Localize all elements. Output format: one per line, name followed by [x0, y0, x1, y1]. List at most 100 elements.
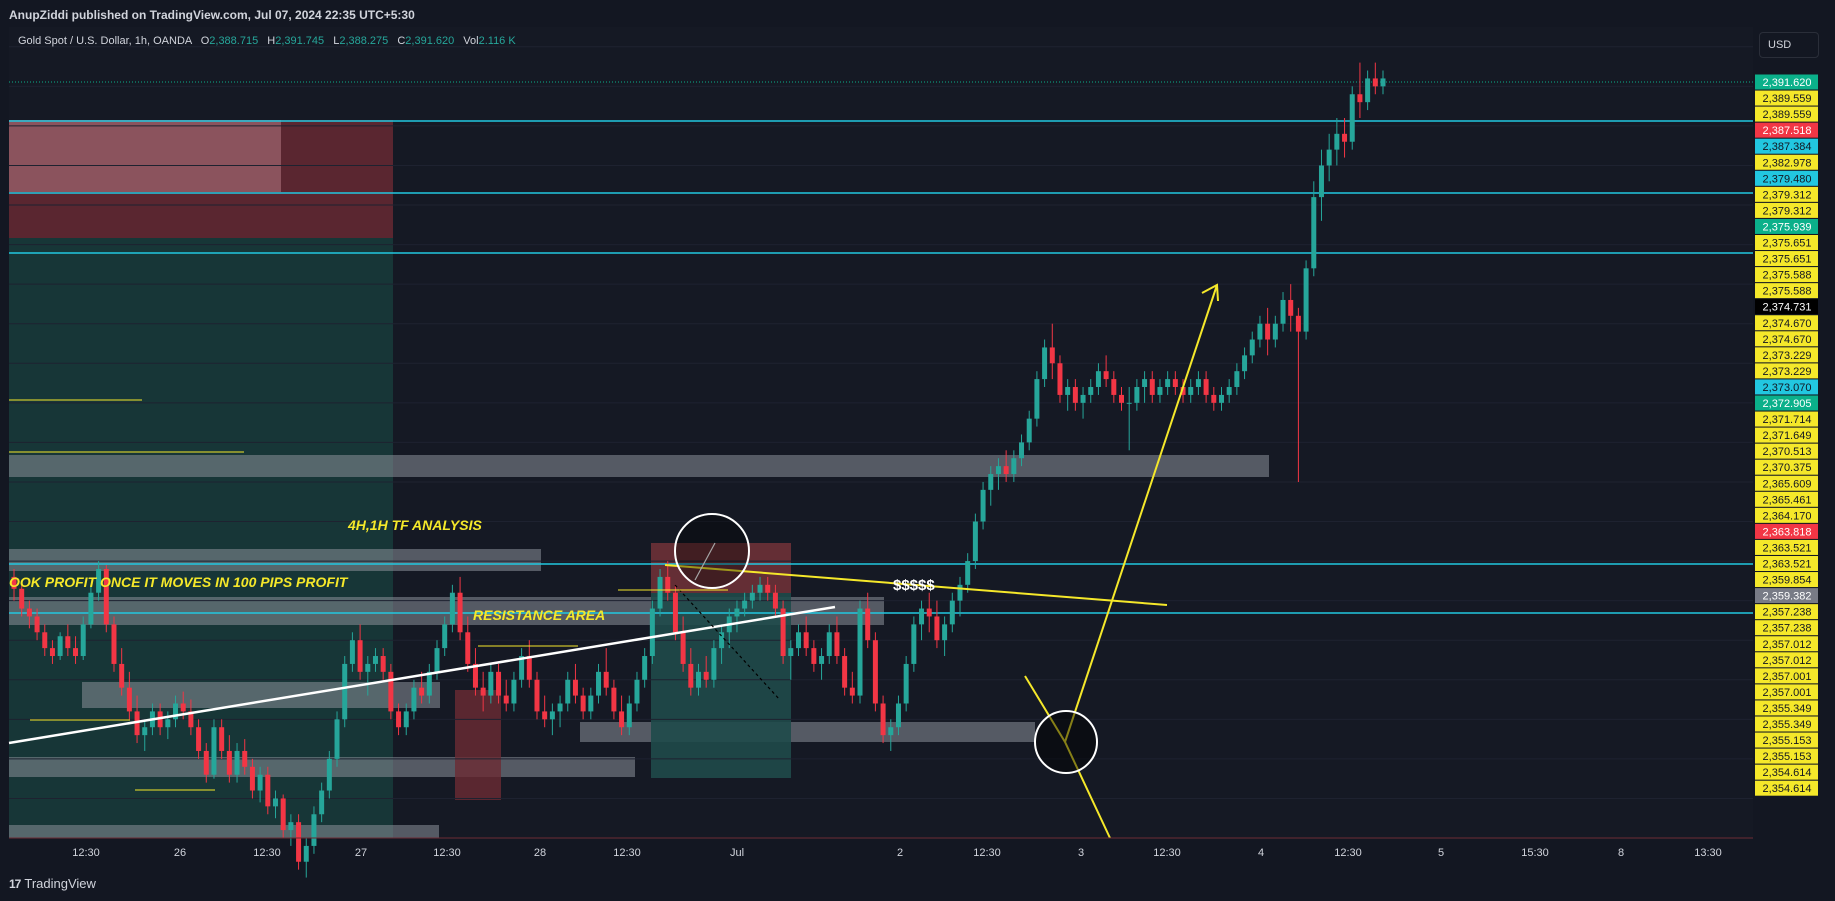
price-label-box: [1755, 716, 1818, 732]
candle-body: [934, 616, 940, 641]
candle-body: [911, 624, 917, 664]
price-label-box: [1755, 90, 1818, 106]
candle-body: [903, 663, 909, 704]
candle-body: [272, 798, 278, 807]
time-tick-label: 12:30: [1153, 847, 1181, 859]
price-label-box: [1755, 507, 1818, 523]
time-tick-label: 12:30: [973, 847, 1001, 859]
candle-body: [895, 703, 901, 728]
candle-body: [696, 671, 701, 688]
price-label: 2,365.609: [1763, 478, 1812, 490]
candle-body: [249, 766, 255, 791]
candle-body: [1111, 379, 1117, 395]
arrow-down-line: [1024, 675, 1111, 839]
price-label-box: [1755, 347, 1818, 363]
analysis-annotation: 4H,1H TF ANALYSIS: [347, 517, 482, 533]
price-label: 2,364.170: [1763, 510, 1812, 522]
candle-body: [1311, 197, 1317, 269]
candle-body: [511, 679, 517, 704]
candle-body: [1057, 363, 1063, 395]
candle-body: [242, 750, 248, 767]
price-label: 2,375.588: [1763, 286, 1812, 298]
price-label-box: [1755, 764, 1818, 780]
time-tick-label: 13:30: [1694, 847, 1722, 859]
candle-body: [1295, 315, 1301, 332]
candle-body: [1011, 458, 1017, 475]
order-block-zone: [455, 690, 501, 800]
candle-body: [96, 568, 102, 593]
volume-label: Vol: [463, 35, 479, 47]
candle-body: [1288, 299, 1294, 316]
price-label: 2,389.559: [1763, 93, 1812, 105]
candle-body: [303, 845, 309, 862]
candle-body: [1103, 371, 1109, 380]
stop-loss-inner: [9, 120, 281, 192]
candle-body: [1280, 299, 1286, 324]
candle-body: [1318, 165, 1324, 198]
candle-body: [65, 636, 71, 649]
open-label: O: [200, 35, 210, 47]
price-label-box: [1755, 138, 1818, 154]
take-profit-annotation: OOK PROFIT ONCE IT MOVES IN 100 PIPS PRO…: [9, 574, 349, 590]
price-label-box: [1755, 299, 1818, 315]
candle-body: [1042, 347, 1048, 380]
currency-selector[interactable]: USD: [1759, 32, 1819, 58]
candle-body: [719, 632, 725, 649]
candle-body: [1195, 379, 1201, 388]
price-label: 2,355.349: [1763, 703, 1812, 715]
price-label-box: [1755, 202, 1818, 218]
time-tick-label: Jul: [730, 847, 744, 859]
price-label: 2,379.480: [1763, 173, 1812, 185]
price-label-box: [1755, 652, 1818, 668]
price-label-box: [1755, 267, 1818, 283]
drawing-zones: [9, 455, 1269, 838]
time-tick-label: 26: [174, 847, 186, 859]
publisher-text: AnupZiddi published on TradingView.com, …: [9, 8, 415, 22]
candle-body: [434, 648, 440, 672]
volume-value: 2.116 K: [478, 35, 516, 47]
candle-body: [472, 663, 478, 688]
time-tick-label: 12:30: [433, 847, 461, 859]
price-label: 2,355.349: [1763, 719, 1812, 731]
candle-body: [834, 632, 840, 657]
candle-body: [88, 592, 94, 625]
candle-body: [919, 608, 925, 625]
candle-body: [180, 703, 186, 712]
open-value: 2,388.715: [209, 35, 259, 47]
low-value: 2,388.275: [339, 35, 389, 47]
time-tick-label: 12:30: [1334, 847, 1362, 859]
candle-body: [380, 656, 386, 672]
price-label-box: [1755, 186, 1818, 202]
price-label-box: [1755, 427, 1818, 443]
small-white-line: [694, 542, 716, 581]
candle-body: [457, 592, 463, 633]
candle-body: [80, 624, 86, 657]
price-label: 2,357.001: [1763, 671, 1812, 683]
price-label: 2,357.238: [1763, 607, 1812, 619]
candle-body: [1034, 379, 1040, 419]
time-tick-label: 4: [1258, 847, 1264, 859]
candle-body: [319, 790, 325, 815]
candle-body: [1072, 387, 1078, 403]
candle-body: [649, 608, 655, 657]
tradingview-brand[interactable]: 17 TradingView: [9, 876, 96, 891]
candle-body: [111, 624, 117, 664]
candle-body: [734, 608, 740, 617]
price-label-box: [1755, 218, 1818, 234]
price-label: 2,354.614: [1763, 767, 1812, 779]
candle-body: [288, 822, 294, 831]
resistance-annotation: RESISTANCE AREA: [473, 607, 605, 623]
candle-body: [603, 671, 609, 688]
close-value: 2,391.620: [405, 35, 455, 47]
price-label-box: [1755, 668, 1818, 684]
price-label: 2,363.521: [1763, 542, 1812, 554]
price-label: 2,373.070: [1763, 382, 1812, 394]
candle-body: [26, 608, 32, 617]
candle-body: [503, 695, 509, 704]
candle-body: [34, 616, 40, 633]
low-label: L: [333, 35, 340, 47]
candle-body: [257, 774, 263, 791]
candle-body: [811, 648, 817, 664]
candle-body: [1003, 466, 1009, 475]
